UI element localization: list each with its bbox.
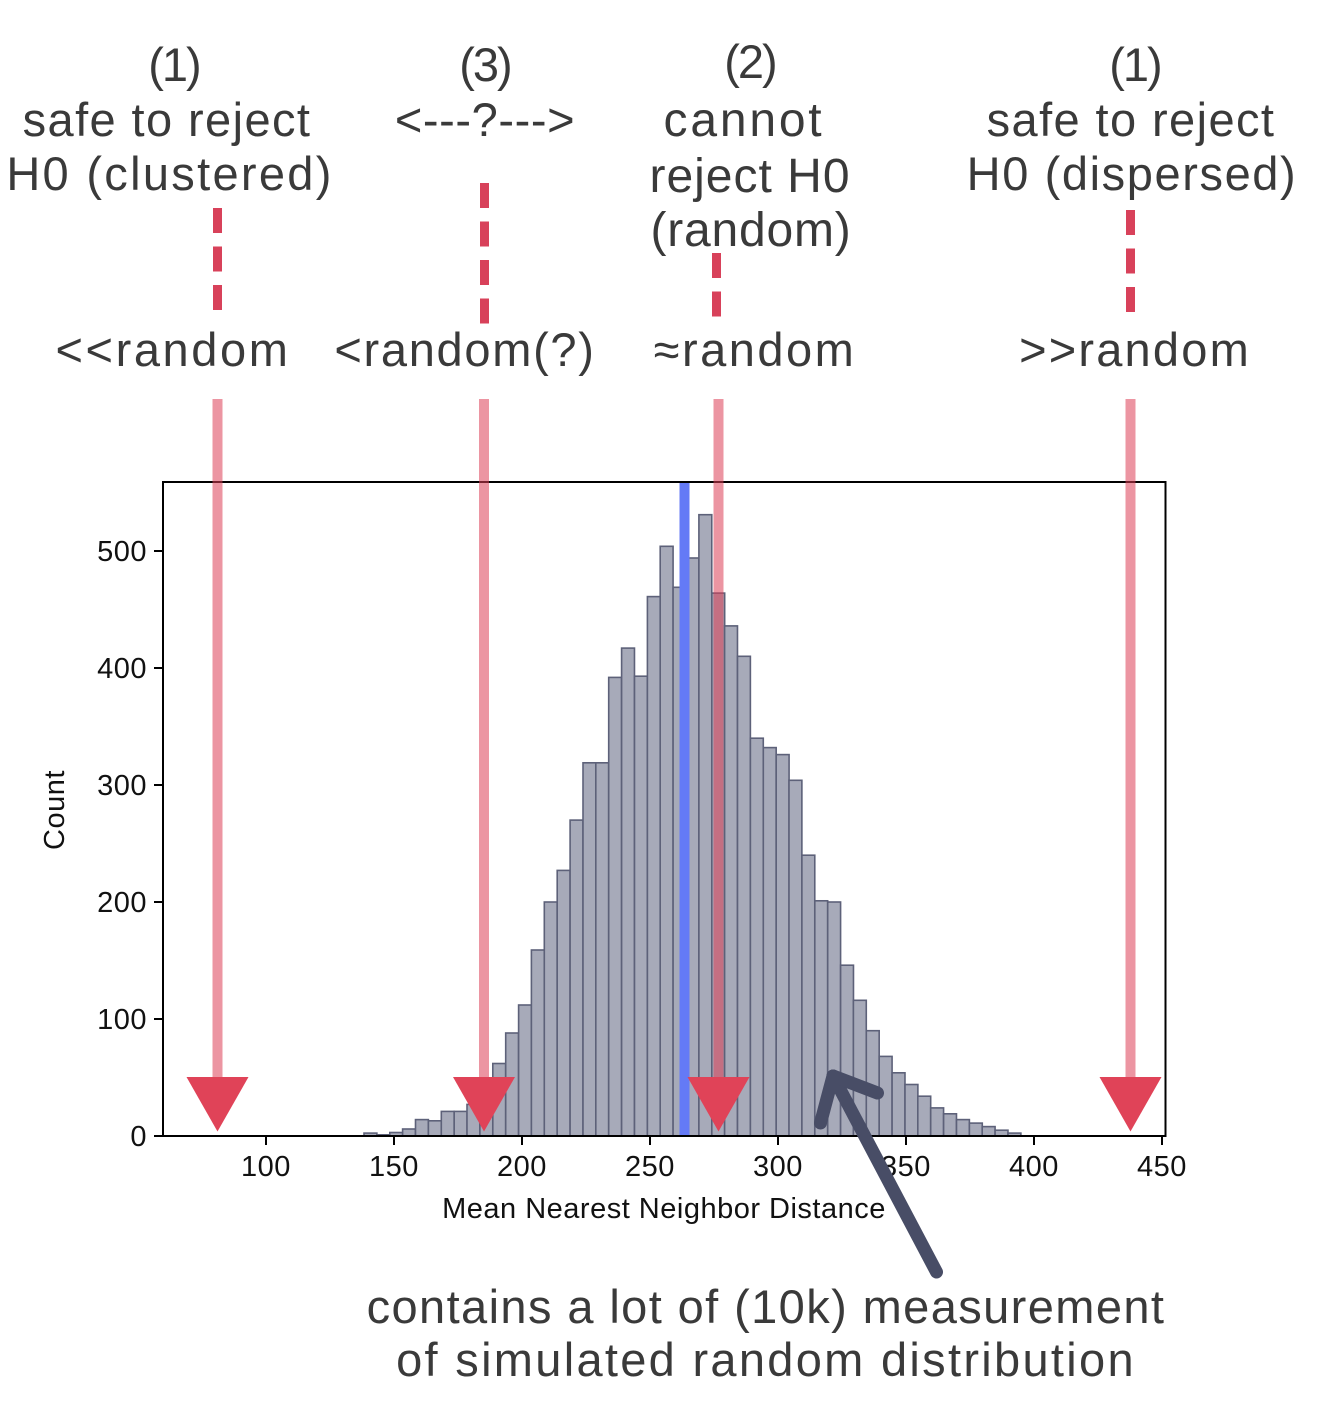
- svg-text:300: 300: [753, 1151, 803, 1183]
- svg-text:200: 200: [97, 887, 147, 919]
- svg-text:(2): (2): [724, 35, 775, 88]
- svg-text:300: 300: [97, 770, 147, 802]
- svg-text:contains a lot of (10k) measur: contains a lot of (10k) measurement: [367, 1280, 1166, 1333]
- svg-text:200: 200: [497, 1151, 547, 1183]
- svg-text:(3): (3): [459, 38, 510, 91]
- svg-text:<random(?): <random(?): [334, 323, 595, 376]
- svg-text:500: 500: [97, 536, 147, 568]
- svg-text:Mean Nearest Neighbor Distance: Mean Nearest Neighbor Distance: [442, 1193, 886, 1225]
- svg-text:150: 150: [369, 1151, 419, 1183]
- svg-text:of simulated random distributi: of simulated random distribution: [396, 1333, 1136, 1386]
- svg-text:safe to reject: safe to reject: [23, 93, 312, 146]
- svg-text:<---?--->: <---?--->: [395, 93, 575, 146]
- svg-text:(1): (1): [148, 38, 199, 91]
- svg-text:<<random: <<random: [55, 323, 290, 376]
- svg-text:safe to reject: safe to reject: [987, 93, 1276, 146]
- svg-text:cannot: cannot: [664, 94, 825, 147]
- svg-text:(1): (1): [1109, 38, 1160, 91]
- svg-text:100: 100: [97, 1004, 147, 1036]
- svg-text:450: 450: [1137, 1151, 1187, 1183]
- svg-text:H0 (dispersed): H0 (dispersed): [967, 147, 1298, 200]
- svg-text:400: 400: [97, 653, 147, 685]
- svg-text:250: 250: [625, 1151, 675, 1183]
- svg-text:0: 0: [130, 1121, 147, 1153]
- svg-text:>>random: >>random: [1019, 323, 1251, 376]
- svg-text:(random): (random): [650, 204, 851, 257]
- svg-text:100: 100: [241, 1151, 291, 1183]
- svg-text:reject H0: reject H0: [649, 150, 850, 203]
- svg-text:400: 400: [1009, 1151, 1059, 1183]
- svg-text:≈random: ≈random: [654, 323, 857, 376]
- svg-text:Count: Count: [39, 770, 71, 850]
- svg-text:H0 (clustered): H0 (clustered): [6, 147, 333, 200]
